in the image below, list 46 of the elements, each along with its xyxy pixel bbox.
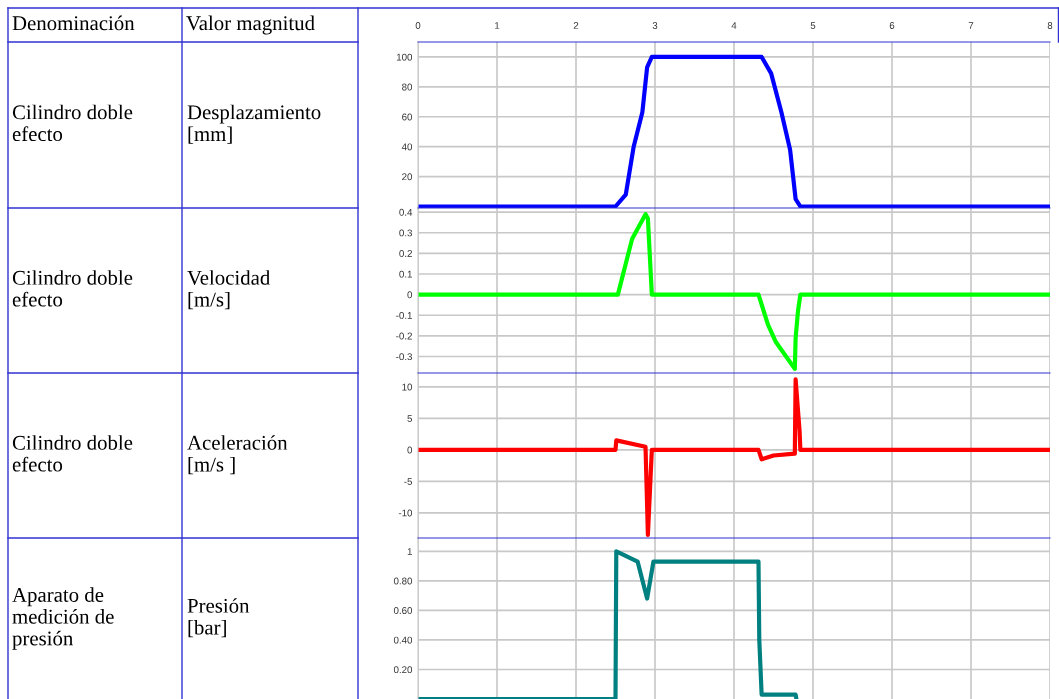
line-series <box>418 54 1050 208</box>
y-tick-label: 10 <box>402 383 413 391</box>
y-tick-label: -10 <box>398 509 413 517</box>
x-tick-label: 7 <box>968 22 974 29</box>
y-tick-label: -0.2 <box>396 332 412 340</box>
y-tick-label: 0.4 <box>399 208 413 216</box>
y-tick-label: 0.40 <box>393 636 413 644</box>
y-tick-label: 0 <box>407 446 413 454</box>
x-tick-label: 2 <box>573 22 579 29</box>
y-tick-label: 0.60 <box>393 607 413 614</box>
y-tick-label: 5 <box>407 415 413 422</box>
y-tick-label: 80 <box>402 83 413 91</box>
x-tick-label: 6 <box>889 22 895 29</box>
x-tick-label: 4 <box>731 22 737 29</box>
y-tick-label: 20 <box>402 173 413 181</box>
y-tick-label: 40 <box>401 143 413 151</box>
x-tick-label: 0 <box>415 22 421 29</box>
line-series <box>418 212 1050 371</box>
y-tick-label: 0.3 <box>399 229 413 237</box>
y-axis-title: Desplazamiento [mm] <box>187 104 321 144</box>
x-tick-label: 5 <box>810 22 816 29</box>
text: Cilindro doble efecto <box>12 104 133 142</box>
y-tick-label: 100 <box>396 53 413 61</box>
x-tick-label: 8 <box>1047 22 1053 29</box>
line-series <box>418 549 799 699</box>
y-tick-label: 0.80 <box>393 577 413 585</box>
y-tick-label: -0.1 <box>396 311 412 319</box>
line-series <box>418 377 1050 537</box>
text: Valor magnitud <box>186 15 315 35</box>
y-tick-label: -5 <box>404 478 413 485</box>
y-axis-title: Aceleración [m/s ] <box>187 435 288 475</box>
y-tick-label: 0 <box>407 291 413 299</box>
y-tick-label: -0.3 <box>396 353 413 361</box>
x-tick-label: 3 <box>652 22 658 29</box>
text: Cilindro doble efecto <box>12 270 133 307</box>
y-tick-label: 0.1 <box>399 270 412 278</box>
text: Denominación <box>12 15 135 31</box>
y-tick-label: 0.2 <box>399 250 412 257</box>
y-tick-label: 1 <box>407 548 412 555</box>
x-tick-label: 1 <box>495 22 500 29</box>
y-axis-title: Velocidad [m/s] <box>187 270 271 310</box>
y-tick-label: 60 <box>402 113 413 121</box>
text: Cilindro doble efecto <box>12 435 133 472</box>
y-tick-label: 0.20 <box>393 666 413 674</box>
y-axis-title: Presión [bar] <box>187 598 250 638</box>
text: Aparato de medición de presión <box>12 587 114 650</box>
